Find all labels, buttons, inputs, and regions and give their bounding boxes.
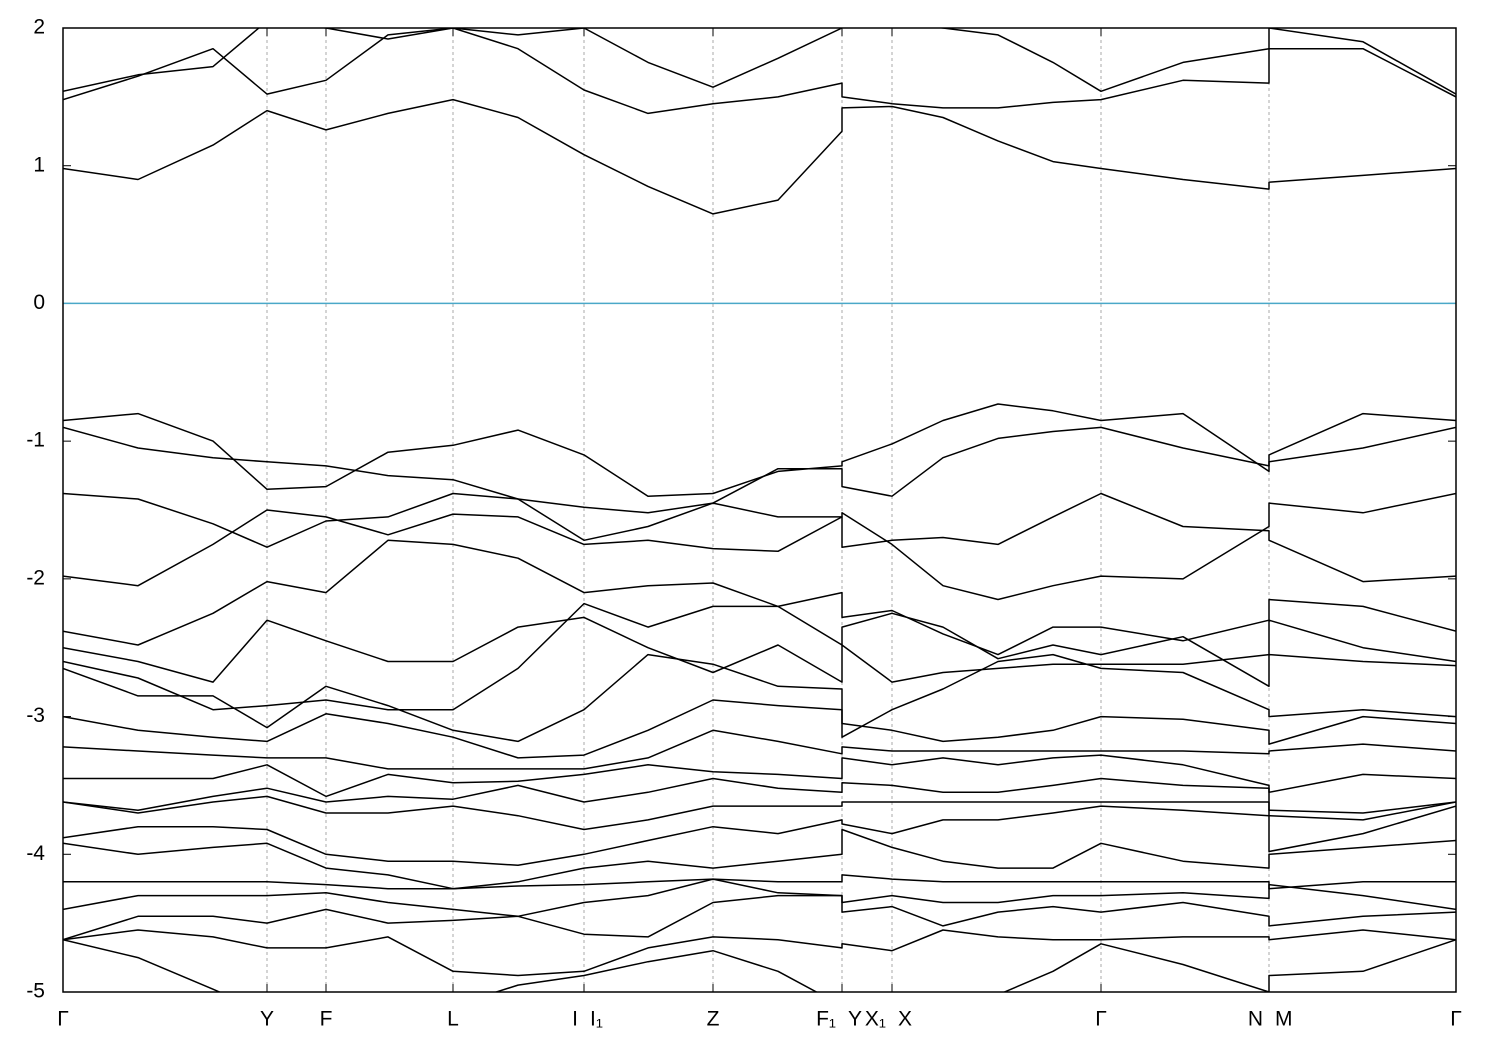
x-tick-label: Y	[848, 1008, 862, 1031]
band-line	[63, 426, 1456, 542]
band-line	[63, 653, 1456, 743]
band-line	[63, 777, 1456, 814]
x-tick-label: X	[898, 1008, 912, 1031]
x-tick-label: M	[1275, 1008, 1293, 1031]
y-tick-label: -2	[26, 566, 45, 589]
band-line	[63, 874, 1456, 890]
y-tick-label: -4	[26, 842, 45, 865]
band-line	[63, 805, 1456, 867]
band-line	[63, 929, 1456, 977]
x-tick-label: Y	[260, 1008, 274, 1031]
band-line	[63, 938, 1456, 992]
y-tick-label: 1	[33, 153, 45, 176]
band-line	[63, 28, 1456, 98]
band-line	[63, 729, 1456, 770]
band-line	[63, 828, 1456, 890]
band-line	[63, 28, 1456, 115]
x-tick-label: L	[447, 1008, 459, 1031]
x-tick-label: N	[1248, 1008, 1263, 1031]
plot-frame	[62, 27, 1457, 993]
band-line	[63, 616, 1456, 683]
band-line	[63, 98, 1456, 215]
band-line	[63, 539, 1456, 656]
band-line	[63, 894, 1456, 941]
x-tick-label: F₁	[816, 1008, 836, 1031]
y-tick-label: 2	[33, 16, 45, 39]
y-tick-label: -1	[26, 429, 45, 452]
band-line	[63, 492, 1456, 601]
x-tick-label: Γ	[1450, 1008, 1462, 1031]
x-tick-label: F	[320, 1008, 333, 1031]
band-line	[63, 878, 1456, 918]
band-line	[63, 602, 1456, 711]
y-tick-label: -5	[26, 980, 45, 1003]
x-tick-label: X₁	[865, 1008, 886, 1031]
x-tick-label: I	[572, 1008, 578, 1031]
x-tick-label: Γ	[57, 1008, 69, 1031]
x-tick-label: Γ	[1095, 1008, 1107, 1031]
band-line	[63, 403, 1456, 497]
band-line	[63, 754, 1456, 798]
x-tick-label: I₁	[590, 1008, 603, 1031]
y-tick-label: -3	[26, 704, 45, 727]
band-line	[63, 492, 1456, 587]
x-tick-label: Z	[707, 1008, 720, 1031]
bands	[63, 28, 1456, 992]
y-tick-label: 0	[33, 291, 45, 314]
band-line	[63, 699, 1456, 759]
band-line	[63, 795, 1456, 831]
